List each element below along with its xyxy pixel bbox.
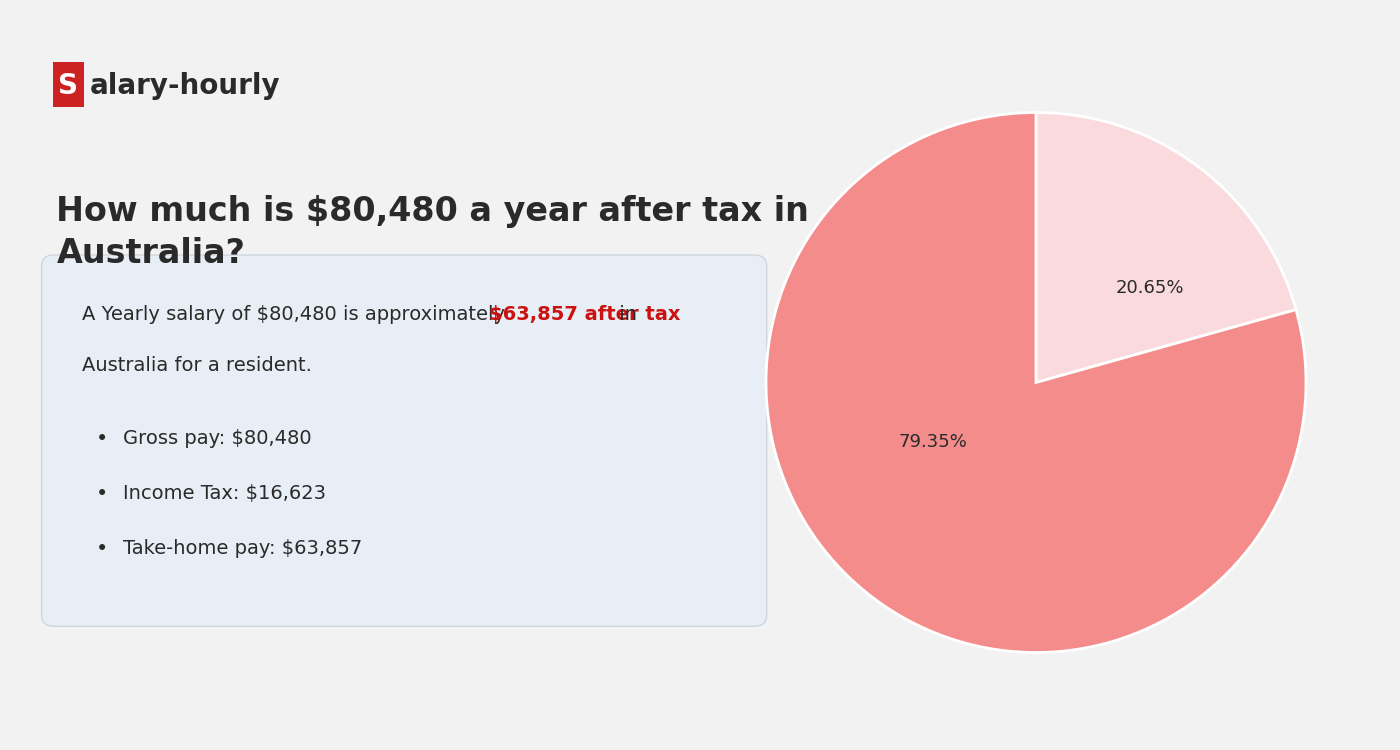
Text: Australia for a resident.: Australia for a resident. xyxy=(83,356,312,375)
Text: $63,857 after tax: $63,857 after tax xyxy=(489,305,680,324)
FancyBboxPatch shape xyxy=(42,255,767,626)
Wedge shape xyxy=(1036,112,1296,382)
Text: alary-hourly: alary-hourly xyxy=(90,71,280,100)
Text: S: S xyxy=(59,71,78,100)
Text: •: • xyxy=(95,429,108,449)
Text: Take-home pay: $63,857: Take-home pay: $63,857 xyxy=(123,538,363,557)
Text: Income Tax: $16,623: Income Tax: $16,623 xyxy=(123,484,326,502)
Text: •: • xyxy=(95,484,108,504)
FancyBboxPatch shape xyxy=(53,62,84,107)
Text: •: • xyxy=(95,538,108,559)
Text: 79.35%: 79.35% xyxy=(899,433,967,451)
Text: A Yearly salary of $80,480 is approximately: A Yearly salary of $80,480 is approximat… xyxy=(83,305,511,324)
Text: 20.65%: 20.65% xyxy=(1116,279,1183,297)
Text: How much is $80,480 a year after tax in
Australia?: How much is $80,480 a year after tax in … xyxy=(56,195,809,270)
Wedge shape xyxy=(766,112,1306,652)
Text: Gross pay: $80,480: Gross pay: $80,480 xyxy=(123,429,312,448)
Text: in: in xyxy=(613,305,637,324)
